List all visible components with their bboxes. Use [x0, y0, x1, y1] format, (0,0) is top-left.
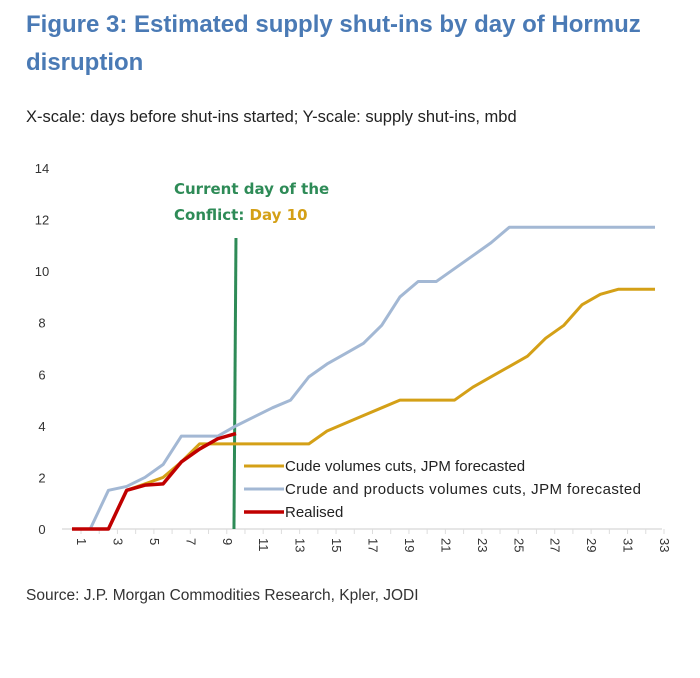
- x-tick-label: 33: [657, 538, 672, 552]
- x-tick-label: 25: [511, 538, 526, 552]
- annotation-line2: Conflict: Day 10: [174, 206, 308, 224]
- legend-label: Cude volumes cuts, JPM forecasted: [285, 458, 525, 475]
- x-tick-label: 9: [220, 538, 235, 545]
- annotation-label: Conflict:: [174, 206, 250, 224]
- y-tick-label: 10: [35, 264, 49, 279]
- x-tick-label: 17: [366, 538, 381, 552]
- chart-title: Figure 3: Estimated supply shut-ins by d…: [26, 11, 641, 76]
- y-tick-label: 6: [38, 367, 45, 382]
- y-tick-label: 4: [38, 419, 45, 434]
- annotation-day: Day 10: [250, 206, 308, 224]
- source-note: Source: J.P. Morgan Commodities Research…: [26, 587, 419, 604]
- chart-subtitle: X-scale: days before shut-ins started; Y…: [26, 108, 517, 126]
- x-tick-label: 11: [256, 538, 271, 552]
- x-tick-label: 13: [293, 538, 308, 552]
- x-tick-label: 23: [475, 538, 490, 552]
- x-tick-label: 21: [438, 538, 453, 552]
- y-tick-label: 8: [38, 316, 45, 331]
- y-tick-label: 2: [38, 470, 45, 485]
- x-tick-label: 29: [584, 538, 599, 552]
- x-tick-label: 7: [183, 538, 198, 545]
- x-tick-label: 15: [329, 538, 344, 552]
- annotation-line1: Current day of the: [174, 180, 329, 198]
- x-tick-label: 19: [402, 538, 417, 552]
- legend-label: Crude and products volumes cuts, JPM for…: [285, 481, 641, 498]
- x-tick-label: 1: [74, 538, 89, 545]
- y-tick-label: 12: [35, 213, 49, 228]
- y-tick-label: 0: [38, 522, 45, 537]
- legend-label: Realised: [285, 504, 343, 521]
- x-tick-label: 27: [548, 538, 563, 552]
- series-line-2: [72, 431, 237, 531]
- current-day-line: [232, 237, 238, 530]
- x-tick-label: 31: [621, 538, 636, 552]
- x-tick-label: 3: [110, 538, 125, 545]
- x-tick-label: 5: [147, 538, 162, 545]
- y-tick-label: 14: [35, 161, 49, 176]
